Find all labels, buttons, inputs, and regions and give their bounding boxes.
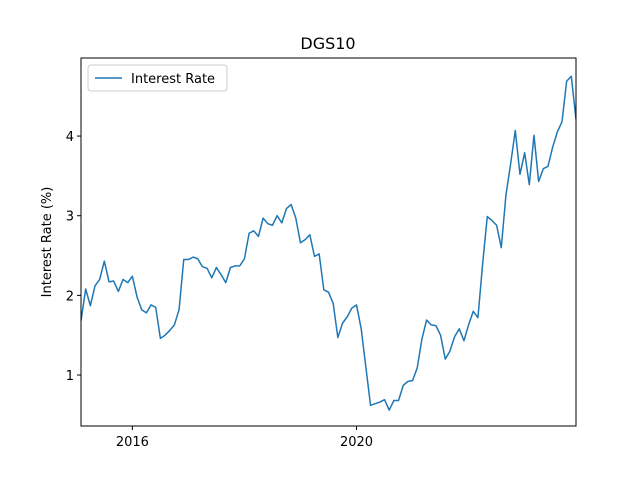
plot-frame: [80, 57, 577, 427]
y-axis-label: Interest Rate (%): [40, 187, 55, 298]
x-tick-label: 2020: [340, 435, 373, 450]
chart-title: DGS10: [300, 34, 355, 53]
y-tick-label: 3: [66, 210, 74, 225]
y-tick-label: 2: [66, 289, 74, 304]
legend-label: Interest Rate: [131, 72, 215, 87]
plot-area: [81, 75, 576, 411]
y-tick-label: 1: [66, 369, 74, 384]
y-tick-label: 4: [66, 130, 74, 145]
legend-box: [87, 64, 228, 92]
x-tick-label: 2016: [116, 435, 149, 450]
data-line: [81, 75, 576, 411]
